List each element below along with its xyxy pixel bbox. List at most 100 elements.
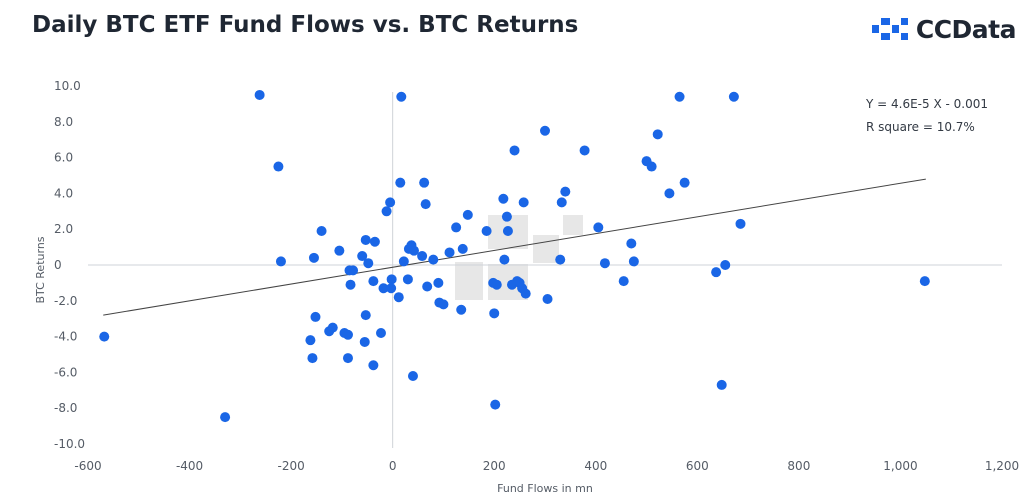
data-point [275,256,286,267]
data-point [99,331,110,342]
data-point [560,186,571,197]
x-tick-label: 0 [389,459,397,473]
data-point [652,129,663,140]
data-point [438,299,449,310]
x-tick-label: 600 [686,459,709,473]
data-point [357,251,368,262]
y-tick-label: -8.0 [54,401,77,415]
data-point [385,197,396,208]
data-point [498,193,509,204]
y-tick-label: 0 [54,258,62,272]
data-point [679,177,690,188]
x-tick-label: -600 [74,459,101,473]
data-point [433,277,444,288]
data-point [327,322,338,333]
data-point [481,225,492,236]
data-point [728,91,739,102]
x-tick-label: 1,200 [985,459,1019,473]
data-point [310,311,321,322]
data-point [579,145,590,156]
data-point [919,276,930,287]
data-point [308,252,319,263]
data-point [342,353,353,364]
data-point [398,256,409,267]
data-point [664,188,675,199]
data-point [348,265,359,276]
data-point [555,254,566,265]
x-tick-label: -200 [277,459,304,473]
x-tick-label: 200 [483,459,506,473]
data-point [599,258,610,269]
data-point [618,276,629,287]
data-point [378,283,389,294]
ccdata-logo-icon [871,18,908,40]
data-point [419,177,430,188]
y-tick-label: 2.0 [54,222,73,236]
y-tick-label: 10.0 [54,79,81,93]
data-point [386,283,397,294]
data-point [457,243,468,254]
data-point [420,199,431,210]
x-tick-label: 400 [584,459,607,473]
y-tick-label: -10.0 [54,437,85,451]
data-point [462,209,473,220]
data-point [334,245,345,256]
x-tick-label: 800 [787,459,810,473]
data-point [360,310,371,321]
data-point [360,234,371,245]
y-axis-label: BTC Returns [34,236,47,303]
x-tick-label: 1,000 [883,459,917,473]
data-point [735,218,746,229]
regression-annotation: R square = 10.7% [866,120,975,134]
trendline [103,178,926,316]
y-tick-label: 4.0 [54,186,73,200]
data-point [542,294,553,305]
data-point [720,260,731,270]
data-point [220,412,231,423]
data-point [386,274,397,285]
data-point [417,251,428,262]
data-point [368,360,379,371]
data-point [646,161,657,172]
data-point [254,89,265,100]
data-point [428,254,439,265]
data-point [489,308,500,319]
data-point [408,245,419,256]
data-point [307,353,318,364]
data-point [381,206,392,217]
data-point [305,335,316,346]
y-tick-label: 8.0 [54,115,73,129]
regression-annotation: Y = 4.6E-5 X - 0.001 [865,97,988,111]
y-tick-label: 6.0 [54,151,73,165]
data-point [444,247,455,258]
data-point [422,281,433,292]
data-point [626,238,637,249]
y-tick-label: -6.0 [54,365,77,379]
data-point [342,329,353,340]
data-point [393,292,404,303]
data-point [716,379,727,390]
data-point [540,125,550,136]
data-point [369,236,380,247]
data-point [491,279,502,290]
y-tick-label: -2.0 [54,294,77,308]
data-point [520,288,531,299]
data-point [501,211,512,222]
data-point [674,91,685,102]
data-point [628,256,639,267]
data-point [363,258,374,269]
data-point [499,254,510,265]
x-axis-label: Fund Flows in mn [497,482,593,495]
brand-logo: CCData [871,12,1017,46]
data-point [396,91,407,102]
data-point [402,274,413,285]
data-point [502,225,513,236]
chart-title: Daily BTC ETF Fund Flows vs. BTC Returns [32,12,579,38]
data-point [359,336,370,347]
data-point [316,225,327,236]
logo-text: CCData [915,14,1017,44]
data-point [368,276,379,287]
x-tick-label: -400 [176,459,203,473]
data-point [395,177,406,188]
